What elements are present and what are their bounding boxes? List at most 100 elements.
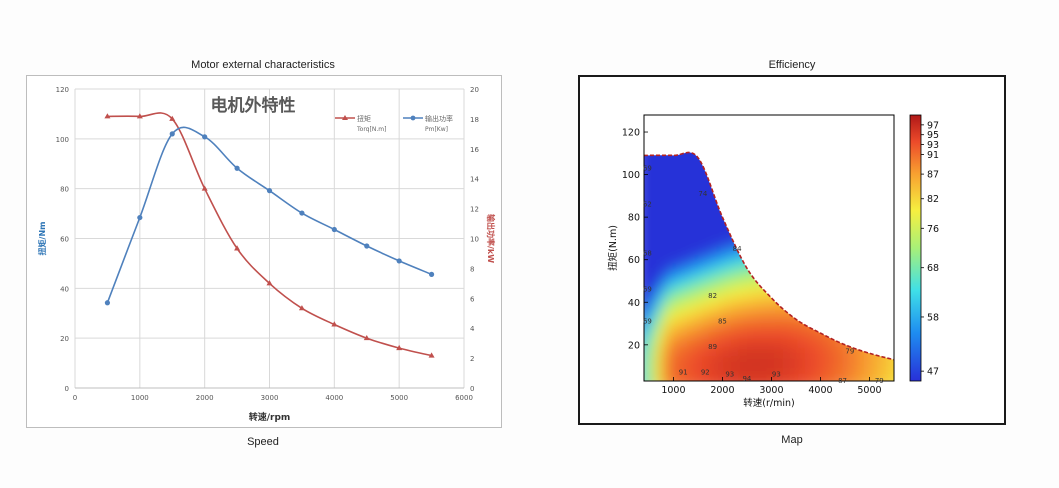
- colorbar-tick-label: 47: [927, 367, 939, 378]
- y-tick-label: 100: [56, 136, 69, 144]
- y2-tick-label: 12: [470, 206, 479, 214]
- power-point: [428, 271, 435, 277]
- contour-label: 84: [733, 245, 742, 253]
- x-tick-label: 3000: [261, 394, 279, 402]
- torque-point: [428, 352, 435, 358]
- y2-tick-label: 18: [470, 116, 479, 124]
- y-axis-title: 扭矩(N.m): [607, 225, 619, 271]
- efficiency-map-chart: 1000 2000 3000 4000 5000 20 40 60 80 100 120 转速(r/m…: [607, 114, 939, 409]
- colorbar-tick-label: 82: [927, 194, 939, 205]
- y-tick-label: 80: [628, 213, 640, 224]
- colorbar-tick-label: 58: [927, 312, 939, 323]
- y2-axis-title: 输出功率/kW: [486, 214, 496, 263]
- power-point: [169, 131, 175, 137]
- y2-tick-label: 20: [470, 86, 479, 94]
- torque-point: [169, 115, 176, 121]
- y-tick-label: 40: [60, 285, 69, 293]
- y2-tick-label: 10: [470, 236, 479, 244]
- x-tick-label: 1000: [131, 394, 149, 402]
- map-axes: 1000 2000 3000 4000 5000 20 40 60 80 100 120 转速(r/m…: [607, 114, 895, 409]
- y-tick-label: 120: [622, 128, 640, 139]
- torque-point: [363, 334, 370, 341]
- y2-tick-label: 2: [470, 355, 474, 363]
- right-top-caption: Efficiency: [768, 59, 816, 71]
- x-tick-label: 5000: [857, 385, 881, 396]
- series-layer: [104, 112, 435, 358]
- contour-label: 68: [643, 249, 652, 257]
- x-tick-label: 4000: [808, 385, 832, 396]
- left-chart-frame: 0 20 40 60 80 100 120 0 2 4 6 8 10 12 14 16 18 20 0 1000 200…: [26, 75, 502, 428]
- torque-point: [266, 280, 273, 286]
- y2-tick-label: 6: [470, 295, 475, 303]
- power-point: [202, 134, 208, 140]
- contour-label: 79: [845, 347, 854, 355]
- left-bottom-caption: Speed: [247, 436, 279, 448]
- colorbar-tick-label: 97: [927, 120, 939, 131]
- colorbar-tick-label: 76: [927, 224, 939, 235]
- contour-label: 93: [772, 371, 781, 379]
- left-top-caption: Motor external characteristics: [191, 59, 335, 71]
- y-tick-label: 100: [622, 170, 640, 181]
- y-tick-label: 0: [65, 385, 69, 393]
- legend-marker: [410, 115, 416, 121]
- colorbar-scale: [909, 114, 922, 382]
- legend-label: 输出功率: [425, 114, 453, 123]
- y2-tick-label: 8: [470, 265, 474, 273]
- torque-point: [201, 185, 208, 191]
- contour-label: 92: [701, 369, 710, 377]
- torque-point: [331, 321, 338, 327]
- right-chart-frame: 1000 2000 3000 4000 5000 20 40 60 80 100 120 转速(r/m…: [578, 75, 1006, 425]
- y-tick-label: 60: [60, 236, 69, 244]
- colorbar-tick-label: 87: [927, 170, 939, 181]
- torque-point: [396, 344, 403, 351]
- contour-label: 87: [838, 377, 847, 385]
- y-tick-label: 40: [628, 298, 640, 309]
- power-point: [234, 165, 240, 171]
- x-axis-title: 转速/rpm: [249, 411, 291, 423]
- torque-point: [136, 113, 143, 119]
- colorbar-tick-label: 95: [927, 130, 939, 141]
- contour-label: 85: [718, 318, 727, 326]
- contour-labels: 91 92 93 94 93 87 79 89 85 82 84 74 79 69 52 68 69 69: [643, 164, 884, 385]
- legend-label: 扭矩: [357, 114, 371, 123]
- x-tick-label: 3000: [759, 385, 783, 396]
- power-point: [364, 243, 370, 249]
- x-tick-label: 5000: [390, 394, 408, 402]
- contour-label: 89: [708, 343, 717, 351]
- power-point: [299, 210, 305, 216]
- power-point: [266, 188, 273, 194]
- y2-tick-label: 14: [470, 176, 479, 184]
- contour-label: 94: [742, 375, 751, 383]
- contour-label: 69: [643, 286, 652, 294]
- x-tick-label: 2000: [196, 394, 214, 402]
- contour-label: 82: [708, 292, 717, 300]
- x-tick-label: 0: [73, 394, 77, 402]
- contour-label: 91: [679, 369, 688, 377]
- torque-point: [234, 245, 241, 251]
- y2-tick-label: 0: [470, 385, 474, 393]
- y-tick-label: 60: [628, 255, 640, 266]
- contour-label: 52: [643, 201, 652, 209]
- colorbar-tick-label: 68: [927, 263, 939, 274]
- x-axis-title: 转速(r/min): [743, 397, 794, 409]
- torque-point: [298, 305, 305, 311]
- y2-tick-label: 4: [470, 325, 475, 333]
- contour-label: 69: [643, 164, 652, 172]
- y2-tick-label: 16: [470, 146, 479, 154]
- grid: [74, 88, 465, 389]
- series-line-power: [106, 126, 432, 304]
- chart-text: 0 20 40 60 80 100 120 0 2 4 6 8 10 12 14 16 18 20 0 1000 200…: [37, 86, 496, 423]
- legend-sublabel: Pm[Kw]: [425, 126, 448, 133]
- y-tick-label: 20: [628, 340, 640, 351]
- efficiency-field: [643, 115, 895, 381]
- x-tick-label: 1000: [661, 385, 685, 396]
- plot-frame: [643, 114, 895, 382]
- colorbar-tick-label: 93: [927, 140, 939, 151]
- legend-marker: [342, 115, 348, 120]
- contour-label: 69: [643, 318, 652, 326]
- chart-title: 电机外特性: [211, 95, 296, 116]
- power-point: [396, 258, 402, 264]
- contour-label: 79: [875, 377, 884, 385]
- power-point: [104, 300, 111, 306]
- colorbar-tick-label: 91: [927, 150, 939, 161]
